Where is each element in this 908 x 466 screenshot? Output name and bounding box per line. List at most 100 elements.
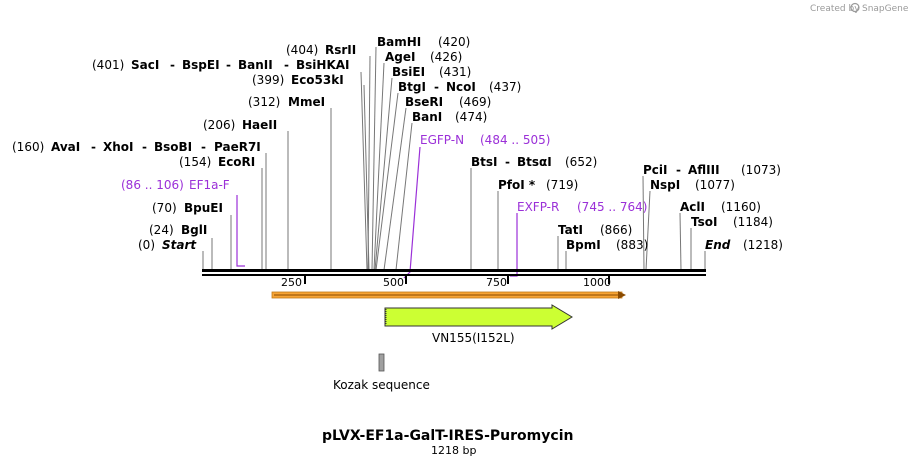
- start-label: Start: [162, 238, 197, 252]
- enzyme-name: AvaI: [51, 140, 80, 154]
- separator: -: [434, 80, 439, 94]
- primer-egfp-n[interactable]: EGFP-N (484 .. 505): [420, 133, 550, 147]
- site-position: (420): [438, 35, 470, 49]
- primer-range: (745 .. 764): [577, 200, 647, 214]
- primer-name: EXFP-R: [517, 200, 559, 214]
- primer-name: EF1a-F: [189, 178, 230, 192]
- primer-range: (86 .. 106): [121, 178, 184, 192]
- credit-label: Created by: [810, 4, 860, 14]
- enzyme-name: NspI: [650, 178, 680, 192]
- ruler-label: 750: [486, 276, 507, 289]
- separator: -: [284, 58, 289, 72]
- site-position: (404): [286, 43, 318, 57]
- site-position: (0): [138, 238, 155, 252]
- plasmid-length: 1218 bp: [431, 444, 476, 457]
- primer-exfp-r-marker: [510, 213, 518, 277]
- enzyme-name: RsrII: [325, 43, 356, 57]
- enzyme-name: BtgI: [398, 80, 426, 94]
- ruler-label: 1000: [583, 276, 611, 289]
- enzyme-name: TsoI: [691, 215, 717, 229]
- site-ageI[interactable]: AgeI (426): [385, 50, 462, 64]
- site-position: (437): [489, 80, 521, 94]
- site-bpuEI[interactable]: (70) BpuEI: [152, 201, 223, 215]
- site-position: (1184): [733, 215, 773, 229]
- site-position: (469): [459, 95, 491, 109]
- site-avaI-group[interactable]: (160) AvaI - XhoI - BsoBI - PaeR7I: [12, 140, 261, 154]
- site-bsiEI[interactable]: BsiEI (431): [392, 65, 471, 79]
- enzyme-name: BglI: [181, 223, 207, 237]
- site-position: (1160): [721, 200, 761, 214]
- site-position: (312): [248, 95, 280, 109]
- primer-exfp-r[interactable]: EXFP-R (745 .. 764): [517, 200, 647, 214]
- site-banI[interactable]: BanI (474): [412, 110, 487, 124]
- site-tsoI[interactable]: TsoI (1184): [691, 215, 773, 229]
- enzyme-name: AgeI: [385, 50, 415, 64]
- enzyme-name: BpmI: [566, 238, 601, 252]
- site-pciI-group[interactable]: PciI - AflIII (1073): [643, 163, 781, 177]
- site-rsrII[interactable]: (404) RsrII: [286, 43, 356, 57]
- orf-arrow-icon: [618, 291, 626, 299]
- enzyme-name: TatI: [558, 223, 583, 237]
- feature-label: Kozak sequence: [333, 378, 430, 392]
- feature-vn155[interactable]: VN155(I152L): [384, 304, 573, 345]
- separator: -: [91, 140, 96, 154]
- enzyme-name: PciI: [643, 163, 668, 177]
- site-position: (431): [439, 65, 471, 79]
- enzyme-name: HaeII: [242, 118, 277, 132]
- separator: -: [142, 140, 147, 154]
- enzyme-name: PfoI *: [498, 178, 536, 192]
- feature-kozak[interactable]: Kozak sequence: [333, 353, 430, 392]
- enzyme-name: BtsαI: [517, 155, 552, 169]
- enzyme-name: BamHI: [377, 35, 421, 49]
- enzyme-name: BtsI: [471, 155, 498, 169]
- enzyme-name: AflIII: [688, 163, 720, 177]
- enzyme-name: BsiHKAI: [296, 58, 350, 72]
- site-haeII[interactable]: (206) HaeII: [203, 118, 277, 132]
- site-mmeI[interactable]: (312) MmeI: [248, 95, 325, 109]
- enzyme-name: EcoRI: [218, 155, 255, 169]
- site-position: (70): [152, 201, 177, 215]
- enzyme-name: BseRI: [405, 95, 443, 109]
- primer-egfp-n-marker: [403, 146, 421, 279]
- separator: -: [201, 140, 206, 154]
- plasmid-title: pLVX-EF1a-GalT-IRES-Puromycin: [322, 428, 573, 444]
- site-bamHI[interactable]: BamHI (420): [377, 35, 470, 49]
- credit-brand: SnapGene: [862, 4, 908, 14]
- enzyme-name: MmeI: [288, 95, 325, 109]
- site-tatI[interactable]: TatI (866): [558, 223, 632, 237]
- separator: -: [226, 58, 231, 72]
- site-end[interactable]: End (1218): [705, 238, 783, 252]
- ruler-label: 250: [281, 276, 302, 289]
- ruler-label: 500: [383, 276, 404, 289]
- dna-backbone: [202, 269, 706, 276]
- site-btgI-group[interactable]: BtgI - NcoI (437): [398, 80, 521, 94]
- site-nspI[interactable]: NspI (1077): [650, 178, 735, 192]
- site-bglI[interactable]: (24) BglI: [149, 223, 207, 237]
- site-position: (426): [430, 50, 462, 64]
- site-start[interactable]: (0) Start: [138, 238, 197, 252]
- site-position: (719): [546, 178, 578, 192]
- site-position: (1218): [743, 238, 783, 252]
- site-sacI-group[interactable]: (401) SacI - BspEI - BanII - BsiHKAI: [92, 58, 350, 72]
- end-label: End: [705, 238, 731, 252]
- site-eco53kI[interactable]: (399) Eco53kI: [252, 73, 344, 87]
- site-ecoRI[interactable]: (154) EcoRI: [179, 155, 255, 169]
- site-btsI-group[interactable]: BtsI - BtsαI (652): [471, 155, 597, 169]
- site-position: (474): [455, 110, 487, 124]
- site-position: (1073): [741, 163, 781, 177]
- site-position: (160): [12, 140, 44, 154]
- site-bseRI[interactable]: BseRI (469): [405, 95, 491, 109]
- site-position: (24): [149, 223, 174, 237]
- orf-bar[interactable]: [271, 291, 626, 299]
- site-aclI[interactable]: AclI (1160): [680, 200, 761, 214]
- site-bpmI[interactable]: BpmI (883): [566, 238, 648, 252]
- primer-ef1a-f[interactable]: (86 .. 106) EF1a-F: [121, 178, 230, 192]
- enzyme-name: SacI: [131, 58, 159, 72]
- snapgene-logo-icon: [850, 2, 860, 13]
- primer-ef1a-f-marker: [236, 195, 245, 267]
- enzyme-name: BsiEI: [392, 65, 425, 79]
- enzyme-name: BpuEI: [184, 201, 223, 215]
- enzyme-name: Eco53kI: [291, 73, 344, 87]
- site-pfoI[interactable]: PfoI * (719): [498, 178, 578, 192]
